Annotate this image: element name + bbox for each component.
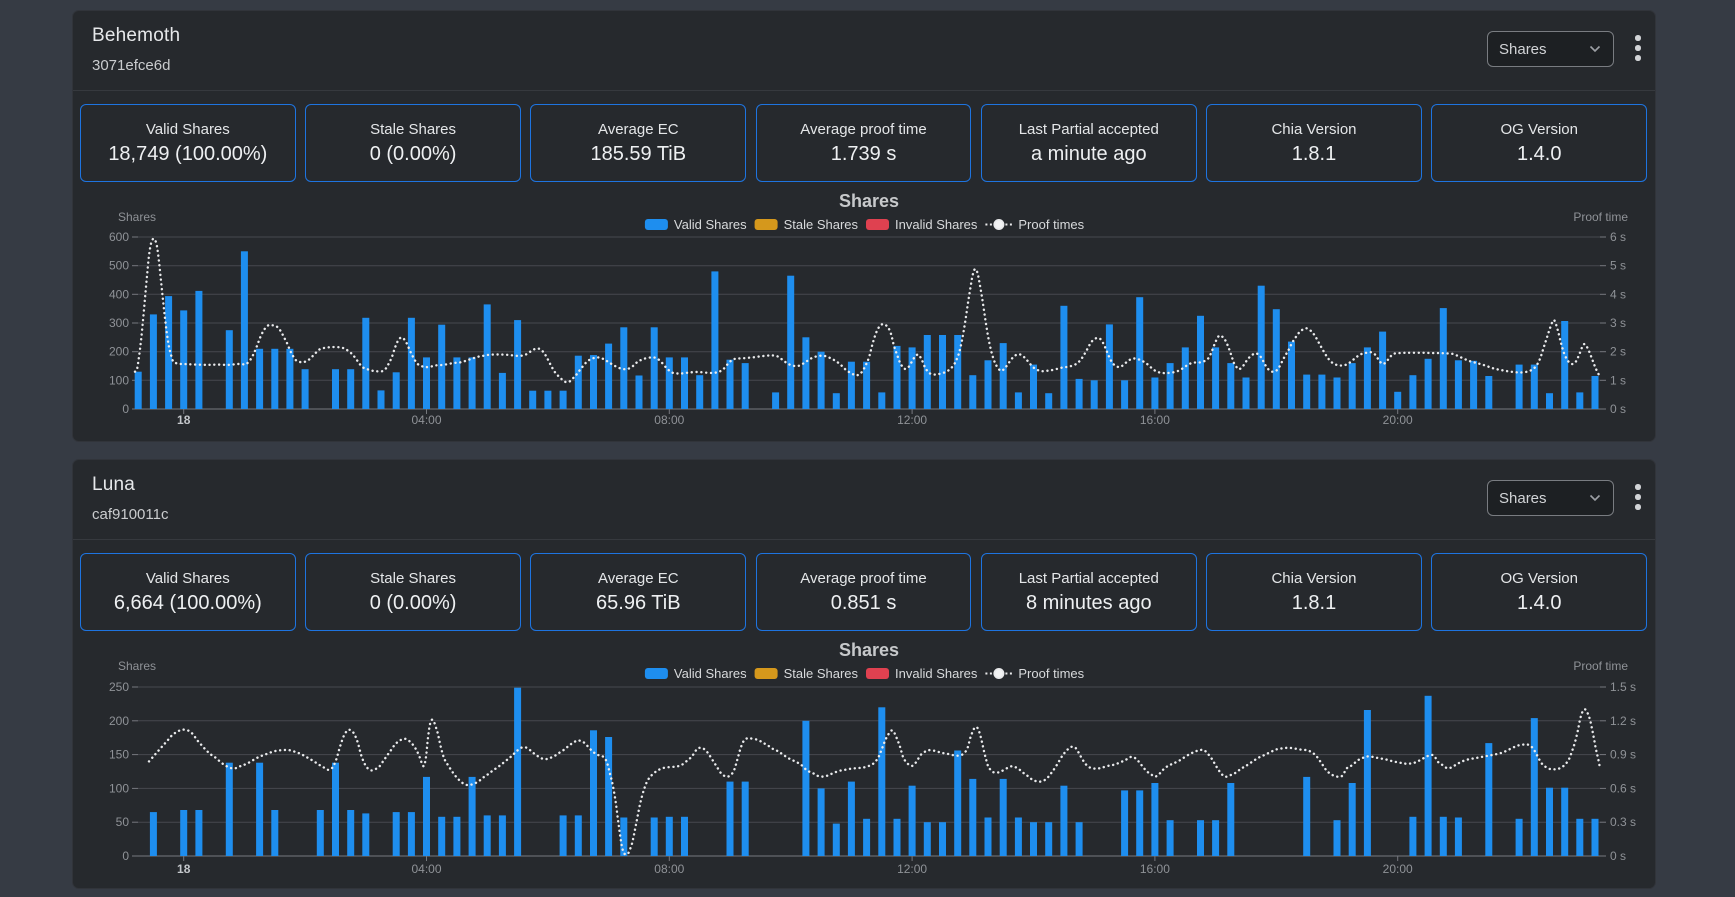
svg-text:500: 500 xyxy=(109,259,129,273)
svg-text:0.3 s: 0.3 s xyxy=(1610,815,1636,829)
svg-text:20:00: 20:00 xyxy=(1383,413,1413,427)
svg-text:150: 150 xyxy=(109,748,129,762)
svg-text:18: 18 xyxy=(177,413,191,427)
svg-text:300: 300 xyxy=(109,316,129,330)
svg-text:Shares: Shares xyxy=(839,640,899,660)
svg-text:Valid Shares: Valid Shares xyxy=(674,666,747,681)
svg-text:Proof time: Proof time xyxy=(1573,210,1628,224)
svg-text:600: 600 xyxy=(109,230,129,244)
svg-text:1.5 s: 1.5 s xyxy=(1610,680,1636,694)
svg-text:Proof times: Proof times xyxy=(1018,217,1084,232)
svg-text:0.6 s: 0.6 s xyxy=(1610,781,1636,795)
svg-text:Invalid Shares: Invalid Shares xyxy=(895,666,978,681)
svg-text:Proof time: Proof time xyxy=(1573,659,1628,673)
svg-text:Stale Shares: Stale Shares xyxy=(784,666,859,681)
svg-text:2 s: 2 s xyxy=(1610,345,1626,359)
svg-text:0: 0 xyxy=(122,849,129,863)
svg-text:12:00: 12:00 xyxy=(897,862,927,876)
svg-text:18: 18 xyxy=(177,862,191,876)
svg-text:5 s: 5 s xyxy=(1610,259,1626,273)
svg-text:08:00: 08:00 xyxy=(654,413,684,427)
svg-text:200: 200 xyxy=(109,345,129,359)
svg-text:0.9 s: 0.9 s xyxy=(1610,748,1636,762)
svg-text:250: 250 xyxy=(109,680,129,694)
svg-text:100: 100 xyxy=(109,373,129,387)
svg-text:Proof times: Proof times xyxy=(1018,666,1084,681)
svg-text:04:00: 04:00 xyxy=(411,862,441,876)
svg-text:04:00: 04:00 xyxy=(411,413,441,427)
svg-text:100: 100 xyxy=(109,781,129,795)
svg-text:400: 400 xyxy=(109,287,129,301)
svg-text:0 s: 0 s xyxy=(1610,849,1626,863)
svg-text:0 s: 0 s xyxy=(1610,402,1626,416)
svg-text:Valid Shares: Valid Shares xyxy=(674,217,747,232)
svg-text:0: 0 xyxy=(122,402,129,416)
svg-text:12:00: 12:00 xyxy=(897,413,927,427)
svg-text:1.2 s: 1.2 s xyxy=(1610,714,1636,728)
svg-text:3 s: 3 s xyxy=(1610,316,1626,330)
svg-text:Shares: Shares xyxy=(839,191,899,211)
svg-text:50: 50 xyxy=(116,815,130,829)
svg-text:1 s: 1 s xyxy=(1610,373,1626,387)
svg-text:Shares: Shares xyxy=(118,659,156,673)
svg-text:Stale Shares: Stale Shares xyxy=(784,217,859,232)
svg-text:Invalid Shares: Invalid Shares xyxy=(895,217,978,232)
svg-text:200: 200 xyxy=(109,714,129,728)
svg-text:20:00: 20:00 xyxy=(1383,862,1413,876)
svg-text:08:00: 08:00 xyxy=(654,862,684,876)
svg-text:16:00: 16:00 xyxy=(1140,413,1170,427)
svg-text:6 s: 6 s xyxy=(1610,230,1626,244)
svg-text:16:00: 16:00 xyxy=(1140,862,1170,876)
svg-text:Shares: Shares xyxy=(118,210,156,224)
svg-text:4 s: 4 s xyxy=(1610,287,1626,301)
